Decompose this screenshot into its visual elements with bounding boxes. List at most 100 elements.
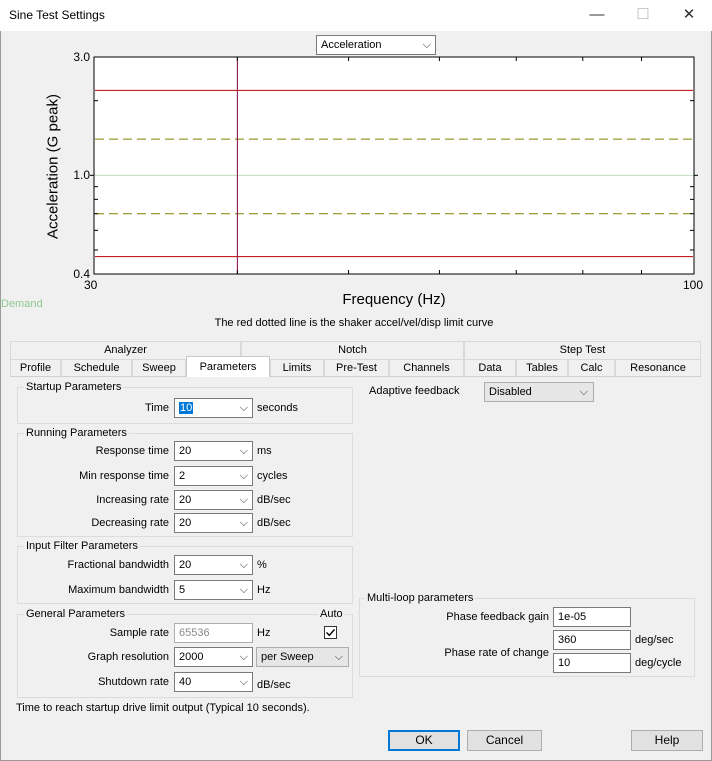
window-title: Sine Test Settings bbox=[9, 8, 105, 22]
chevron-down-icon: ⌵ bbox=[422, 39, 431, 51]
tab-limits[interactable]: Limits bbox=[270, 359, 324, 376]
shutdown-rate-value: 40 bbox=[179, 676, 192, 688]
phase-feedback-gain-input[interactable]: 1e-05 bbox=[553, 607, 631, 627]
graph-resolution-label: Graph resolution bbox=[87, 651, 169, 663]
fractional-bandwidth-select[interactable]: 20 ⌵ bbox=[174, 555, 253, 575]
adaptive-feedback-value: Disabled bbox=[489, 386, 532, 398]
increasing-rate-unit: dB/sec bbox=[257, 494, 291, 506]
maximum-bandwidth-value: 5 bbox=[179, 584, 186, 596]
x-tick-label: 30 bbox=[84, 278, 98, 292]
x-axis-label: Frequency (Hz) bbox=[342, 291, 446, 308]
y-tick-label: 0.4 bbox=[73, 267, 90, 281]
minimize-icon[interactable]: — bbox=[589, 6, 605, 23]
tab-parameters[interactable]: Parameters bbox=[186, 356, 270, 377]
maximum-bandwidth-select[interactable]: 5 ⌵ bbox=[174, 580, 253, 600]
auto-label: Auto bbox=[318, 608, 345, 620]
maximize-icon[interactable]: ☐ bbox=[636, 6, 650, 23]
close-icon[interactable]: ✕ bbox=[682, 6, 696, 23]
decreasing-rate-label: Decreasing rate bbox=[91, 517, 169, 529]
phase-rate-sec-unit: deg/sec bbox=[635, 634, 674, 646]
general-group-title: General Parameters bbox=[24, 608, 128, 620]
chevron-down-icon: ⌵ bbox=[239, 470, 248, 482]
phase-feedback-gain-label: Phase feedback gain bbox=[446, 611, 549, 623]
tab-schedule[interactable]: Schedule bbox=[61, 359, 132, 376]
time-value: 10 bbox=[179, 402, 194, 414]
plot-area bbox=[93, 56, 695, 275]
fractional-bandwidth-unit: % bbox=[257, 559, 267, 571]
multiloop-group-title: Multi-loop parameters bbox=[365, 592, 476, 604]
series-layer bbox=[95, 57, 693, 274]
tab-group-step-test[interactable]: Step Test bbox=[464, 341, 701, 359]
tab-channels[interactable]: Channels bbox=[389, 359, 464, 376]
graph-type-select[interactable]: Acceleration ⌵ bbox=[316, 35, 436, 55]
chevron-down-icon: ⌵ bbox=[239, 494, 248, 506]
graph-resolution-value: 2000 bbox=[179, 651, 204, 663]
min-response-label: Min response time bbox=[79, 470, 169, 482]
min-response-value: 2 bbox=[179, 470, 186, 482]
ok-button[interactable]: OK bbox=[388, 730, 460, 751]
chevron-down-icon: ⌵ bbox=[579, 386, 588, 398]
sample-rate-unit: Hz bbox=[257, 627, 271, 639]
graph-resolution-select[interactable]: 2000 ⌵ bbox=[174, 647, 253, 667]
status-text: Time to reach startup drive limit output… bbox=[16, 702, 310, 714]
graph-resolution-mode-select[interactable]: per Sweep ⌵ bbox=[256, 647, 349, 667]
response-time-unit: ms bbox=[257, 445, 272, 457]
graph-chart bbox=[90, 56, 698, 275]
chevron-down-icon: ⌵ bbox=[239, 584, 248, 596]
tab-group-analyzer[interactable]: Analyzer bbox=[10, 341, 241, 359]
multiloop-group bbox=[359, 598, 695, 677]
general-group bbox=[17, 614, 353, 698]
sample-rate-input[interactable]: 65536 bbox=[174, 623, 253, 643]
tab-data[interactable]: Data bbox=[464, 359, 516, 376]
input-filter-group-title: Input Filter Parameters bbox=[24, 540, 140, 552]
min-response-select[interactable]: 2 ⌵ bbox=[174, 466, 253, 486]
title-bar bbox=[0, 0, 712, 31]
time-label: Time bbox=[144, 402, 169, 414]
maximum-bandwidth-label: Maximum bandwidth bbox=[68, 584, 169, 596]
chart-caption: The red dotted line is the shaker accel/… bbox=[214, 317, 494, 329]
input-filter-group bbox=[17, 546, 353, 604]
y-tick-label: 3.0 bbox=[73, 50, 90, 64]
phase-rate-cycle-unit: deg/cycle bbox=[635, 657, 682, 669]
help-button[interactable]: Help bbox=[631, 730, 703, 751]
check-icon bbox=[326, 629, 336, 637]
running-group-title: Running Parameters bbox=[24, 427, 129, 439]
auto-checkbox[interactable] bbox=[324, 626, 337, 639]
startup-group-title: Startup Parameters bbox=[24, 381, 124, 393]
tab-tables[interactable]: Tables bbox=[516, 359, 568, 376]
increasing-rate-label: Increasing rate bbox=[96, 494, 169, 506]
tab-resonance[interactable]: Resonance bbox=[615, 359, 701, 376]
tab-profile[interactable]: Profile bbox=[10, 359, 61, 376]
maximum-bandwidth-unit: Hz bbox=[257, 584, 271, 596]
graph-type-value: Acceleration bbox=[321, 39, 382, 51]
tab-sweep[interactable]: Sweep bbox=[132, 359, 186, 376]
phase-rate-cycle-input[interactable]: 10 bbox=[553, 653, 631, 673]
cancel-button[interactable]: Cancel bbox=[467, 730, 542, 751]
x-tick-label: 100 bbox=[683, 278, 704, 292]
increasing-rate-select[interactable]: 20 ⌵ bbox=[174, 490, 253, 510]
running-group bbox=[17, 433, 353, 537]
fractional-bandwidth-value: 20 bbox=[179, 559, 192, 571]
shutdown-rate-select[interactable]: 40 ⌵ bbox=[174, 672, 253, 692]
phase-rate-cycle-value: 10 bbox=[558, 657, 571, 669]
min-response-unit: cycles bbox=[257, 470, 288, 482]
demand-label: Demand bbox=[1, 298, 43, 310]
tab-calc[interactable]: Calc bbox=[568, 359, 615, 376]
chevron-down-icon: ⌵ bbox=[334, 651, 343, 663]
sample-rate-label: Sample rate bbox=[109, 627, 169, 639]
decreasing-rate-select[interactable]: 20 ⌵ bbox=[174, 513, 253, 533]
chevron-down-icon: ⌵ bbox=[239, 517, 248, 529]
adaptive-feedback-select[interactable]: Disabled ⌵ bbox=[484, 382, 594, 402]
increasing-rate-value: 20 bbox=[179, 494, 192, 506]
shutdown-rate-unit: dB/sec bbox=[257, 679, 291, 691]
tick-layer bbox=[90, 57, 698, 274]
phase-rate-sec-input[interactable]: 360 bbox=[553, 630, 631, 650]
phase-rate-label: Phase rate of change bbox=[444, 647, 549, 659]
response-time-select[interactable]: 20 ⌵ bbox=[174, 441, 253, 461]
time-input[interactable]: 10 ⌵ bbox=[174, 398, 253, 418]
shutdown-rate-label: Shutdown rate bbox=[98, 676, 169, 688]
chevron-down-icon: ⌵ bbox=[239, 651, 248, 663]
time-unit: seconds bbox=[257, 402, 298, 414]
tab-group-notch[interactable]: Notch bbox=[241, 341, 464, 359]
tab-pre-test[interactable]: Pre-Test bbox=[324, 359, 389, 376]
